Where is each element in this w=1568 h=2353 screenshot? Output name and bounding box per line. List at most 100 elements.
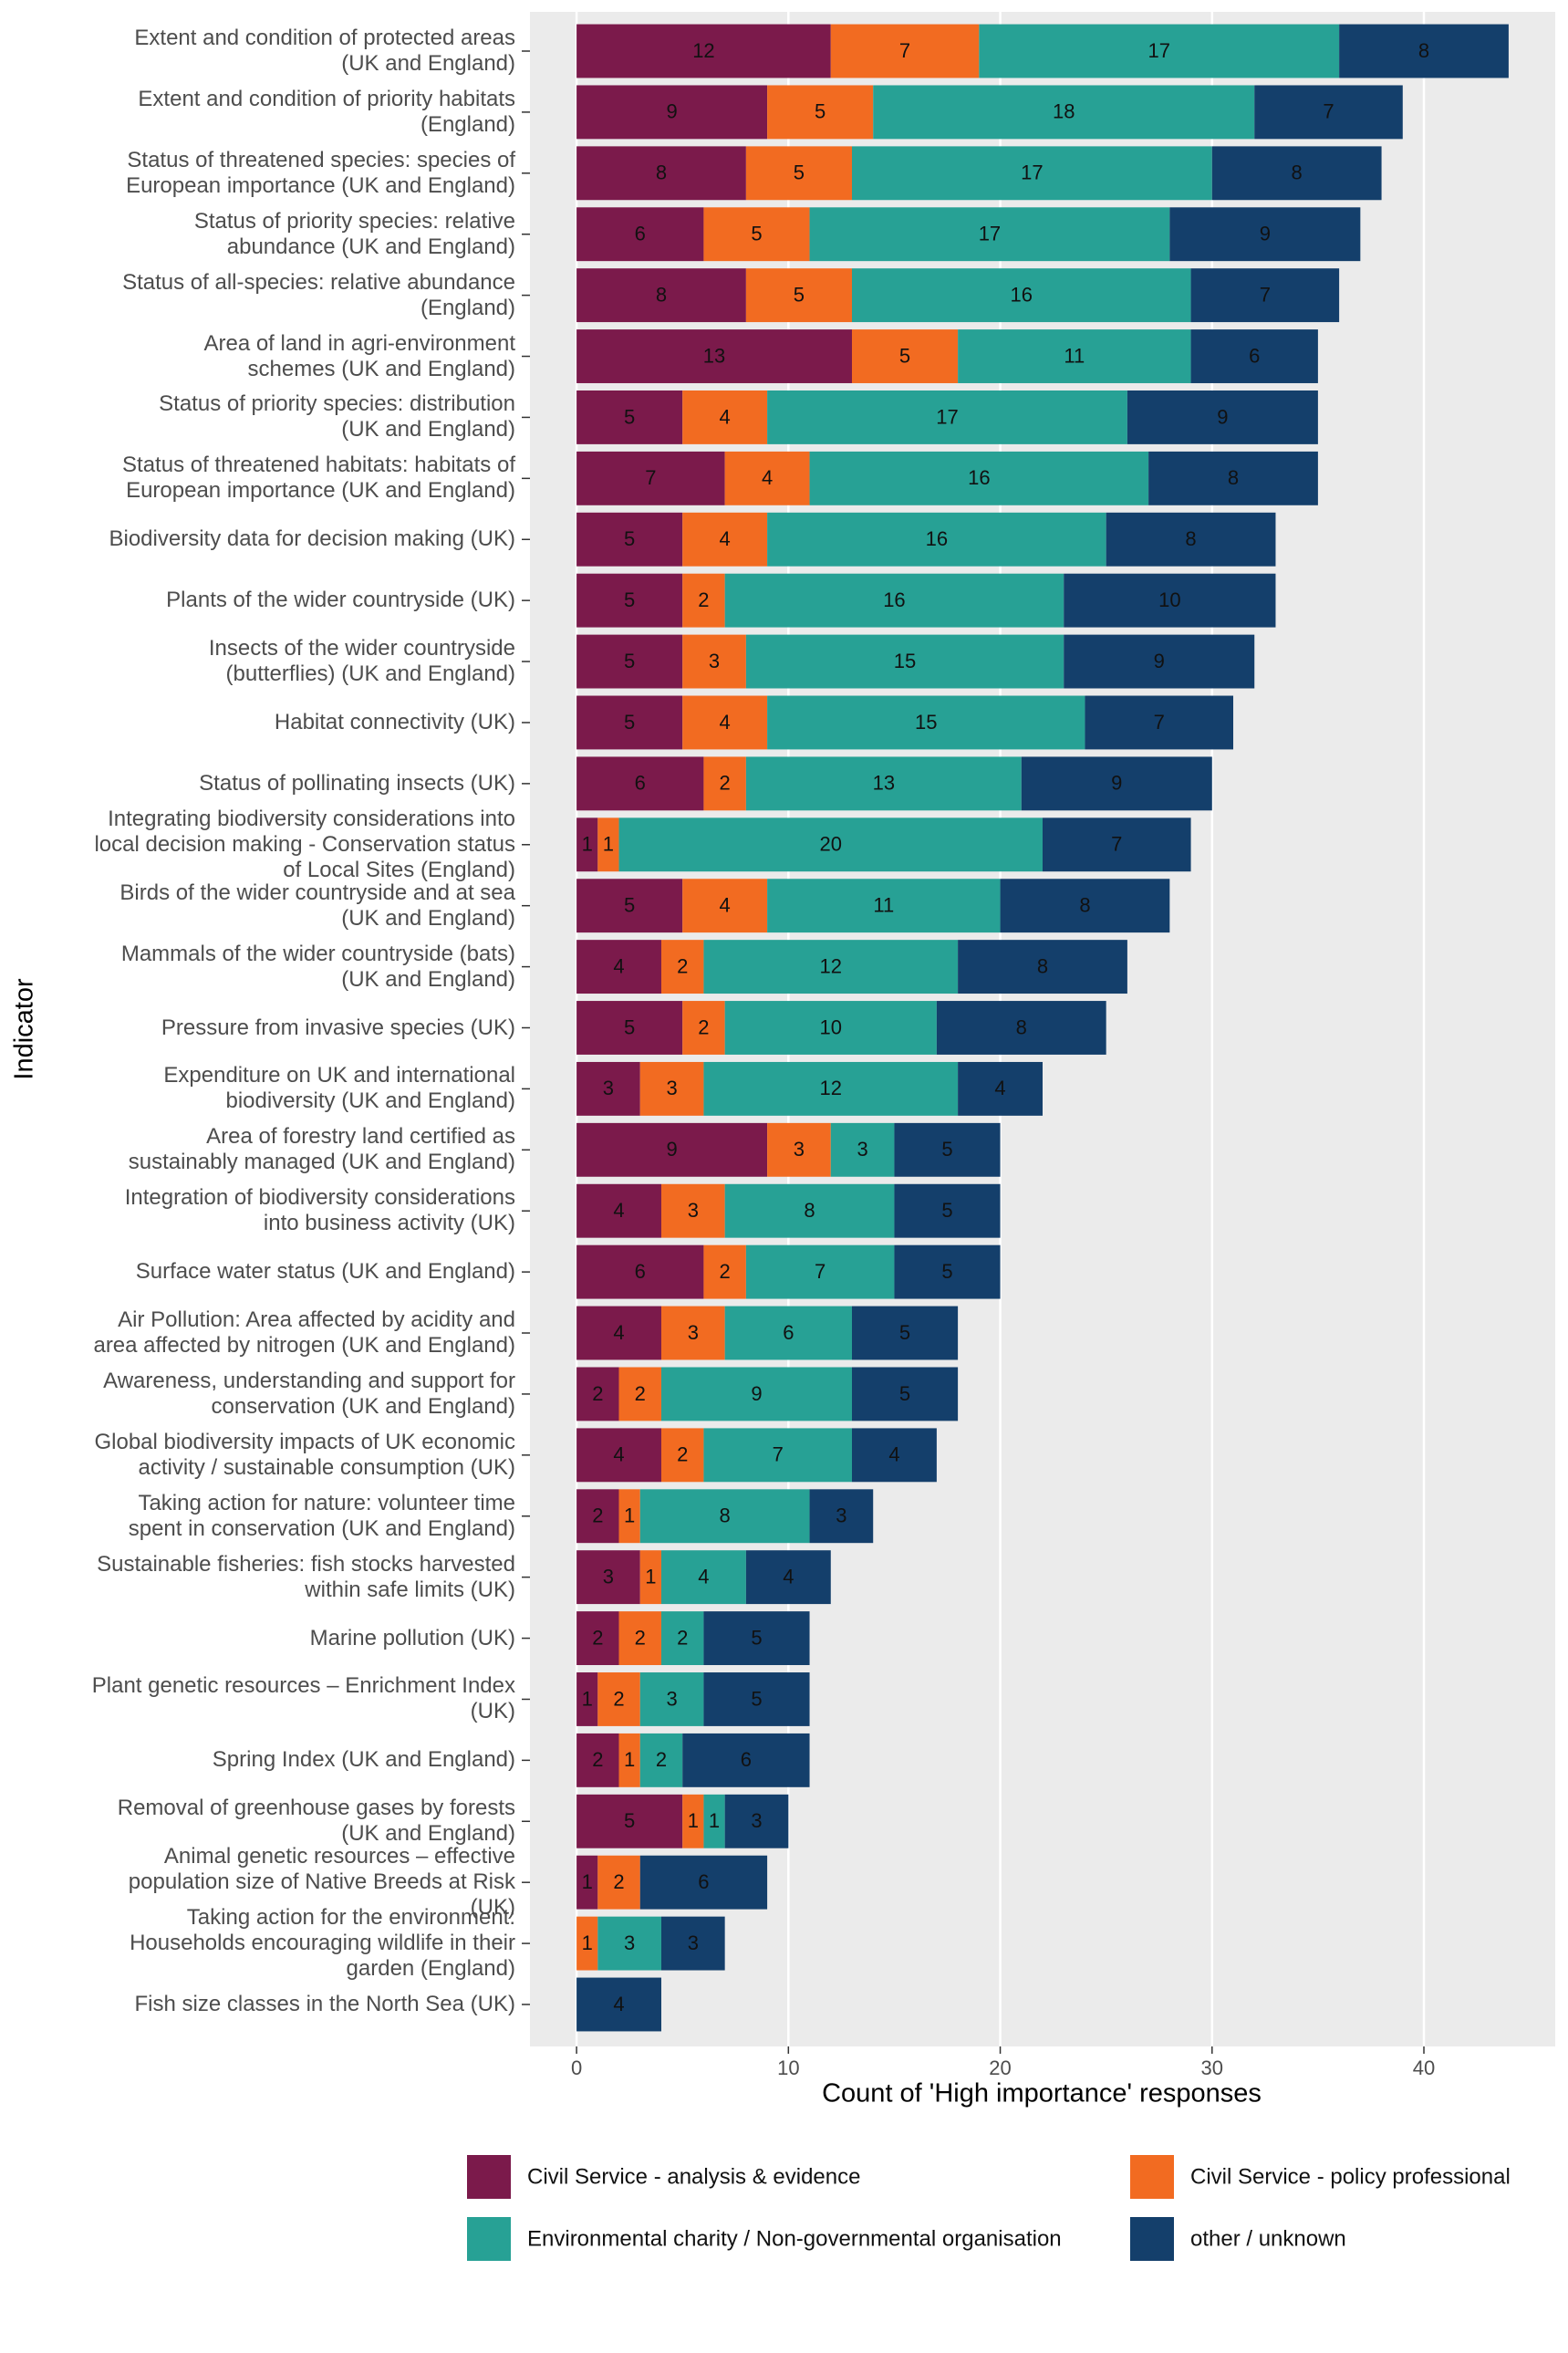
y-tick-label: Spring Index (UK and England) — [212, 1747, 515, 1773]
value-label: 2 — [720, 1260, 731, 1283]
bar-segment — [703, 1428, 852, 1483]
bar-segment — [724, 451, 810, 505]
value-label: 1 — [582, 1870, 593, 1893]
value-label: 9 — [1111, 772, 1122, 795]
value-label: 3 — [666, 1687, 677, 1710]
bar-segment — [745, 756, 1022, 811]
bar-segment — [703, 1611, 810, 1666]
bar-segment — [576, 268, 746, 323]
y-tick-label: Animal genetic resources – effective pop… — [128, 1844, 515, 1921]
y-tick-label: Taking action for the environment: House… — [130, 1905, 515, 1982]
bar-segment — [1064, 573, 1276, 628]
bar-segment — [682, 1733, 810, 1787]
bar-segment — [576, 1855, 598, 1910]
value-label: 17 — [1021, 161, 1043, 184]
x-tick-label: 0 — [571, 2056, 582, 2079]
value-label: 1 — [645, 1565, 656, 1588]
value-label: 16 — [1011, 283, 1033, 306]
bar-segment — [958, 940, 1127, 994]
bar-segment — [576, 1916, 598, 1971]
value-label: 2 — [613, 1687, 624, 1710]
value-label: 3 — [624, 1931, 635, 1954]
bar-segment — [576, 1550, 640, 1605]
value-label: 8 — [1185, 527, 1196, 550]
value-label: 3 — [836, 1504, 846, 1527]
value-label: 13 — [703, 344, 725, 367]
bar-segment — [576, 207, 704, 262]
y-tick-label: Birds of the wider countryside and at se… — [119, 880, 515, 931]
value-label: 2 — [677, 1626, 688, 1649]
value-label: 2 — [592, 1504, 603, 1527]
value-label: 8 — [1292, 161, 1303, 184]
value-label: 16 — [926, 527, 948, 550]
value-label: 8 — [1418, 39, 1429, 62]
value-label: 1 — [624, 1748, 635, 1771]
bar-segment — [745, 146, 852, 201]
value-label: 5 — [941, 1138, 952, 1161]
bar-segment — [576, 24, 831, 78]
value-label: 3 — [751, 1809, 762, 1832]
bar-segment — [576, 1367, 619, 1421]
value-label: 5 — [624, 711, 635, 734]
value-label: 7 — [1260, 283, 1271, 306]
x-tick-label: 30 — [1201, 2056, 1223, 2079]
legend-key — [1130, 2217, 1174, 2261]
legend-label: Civil Service - policy professional — [1190, 2164, 1511, 2189]
value-label: 11 — [1064, 344, 1085, 367]
bar-segment — [618, 817, 1043, 872]
value-label: 8 — [656, 161, 667, 184]
bar-segment — [767, 695, 1085, 750]
bar-segment — [597, 1916, 661, 1971]
value-label: 5 — [899, 1321, 910, 1344]
value-label: 4 — [994, 1077, 1005, 1099]
value-label: 2 — [592, 1748, 603, 1771]
value-label: 4 — [720, 894, 731, 917]
bar-segment — [682, 390, 768, 444]
value-label: 4 — [888, 1443, 899, 1466]
value-label: 3 — [794, 1138, 805, 1161]
bar-segment — [639, 1672, 704, 1726]
value-label: 9 — [751, 1382, 762, 1405]
value-label: 2 — [677, 954, 688, 977]
bar-segment — [724, 1183, 895, 1238]
value-label: 16 — [968, 466, 990, 489]
value-label: 10 — [1158, 588, 1180, 611]
bar-segment — [576, 1733, 619, 1787]
bar-segment — [618, 1733, 640, 1787]
value-label: 5 — [624, 1015, 635, 1038]
y-axis-title: Indicator — [10, 978, 39, 1080]
x-axis-title: Count of 'High importance' responses — [822, 2079, 1262, 2108]
value-label: 2 — [592, 1626, 603, 1649]
bar-segment — [576, 1489, 619, 1544]
bar-segment — [745, 1244, 895, 1299]
value-label: 8 — [1228, 466, 1239, 489]
bar-segment — [618, 1489, 640, 1544]
legend-label: other / unknown — [1190, 2226, 1346, 2251]
bar-segment — [703, 1061, 959, 1116]
value-label: 4 — [762, 466, 773, 489]
bar-segment — [639, 1489, 810, 1544]
bar-segment — [1169, 207, 1361, 262]
bar-segment — [1254, 85, 1403, 140]
bar-segment — [576, 1977, 661, 2032]
value-label: 11 — [873, 894, 894, 917]
value-label: 4 — [720, 711, 731, 734]
value-label: 12 — [820, 1077, 842, 1099]
value-label: 10 — [820, 1015, 842, 1038]
value-label: 7 — [1111, 833, 1122, 856]
value-label: 12 — [820, 954, 842, 977]
y-tick-label: Extent and condition of priority habitat… — [138, 86, 515, 137]
bar-segment — [894, 1122, 1001, 1177]
bar-segment — [894, 1244, 1001, 1299]
legend-label: Civil Service - analysis & evidence — [527, 2164, 860, 2189]
bar-segment — [660, 1306, 725, 1360]
bar-segment — [703, 207, 810, 262]
bar-segment — [576, 451, 725, 505]
y-tick-label: Habitat connectivity (UK) — [274, 709, 515, 734]
bar-segment — [576, 512, 683, 567]
bar-segment — [576, 390, 683, 444]
value-label: 9 — [666, 100, 677, 123]
bar-segment — [1085, 695, 1234, 750]
bar-segment — [639, 1855, 768, 1910]
bar-segment — [809, 207, 1170, 262]
